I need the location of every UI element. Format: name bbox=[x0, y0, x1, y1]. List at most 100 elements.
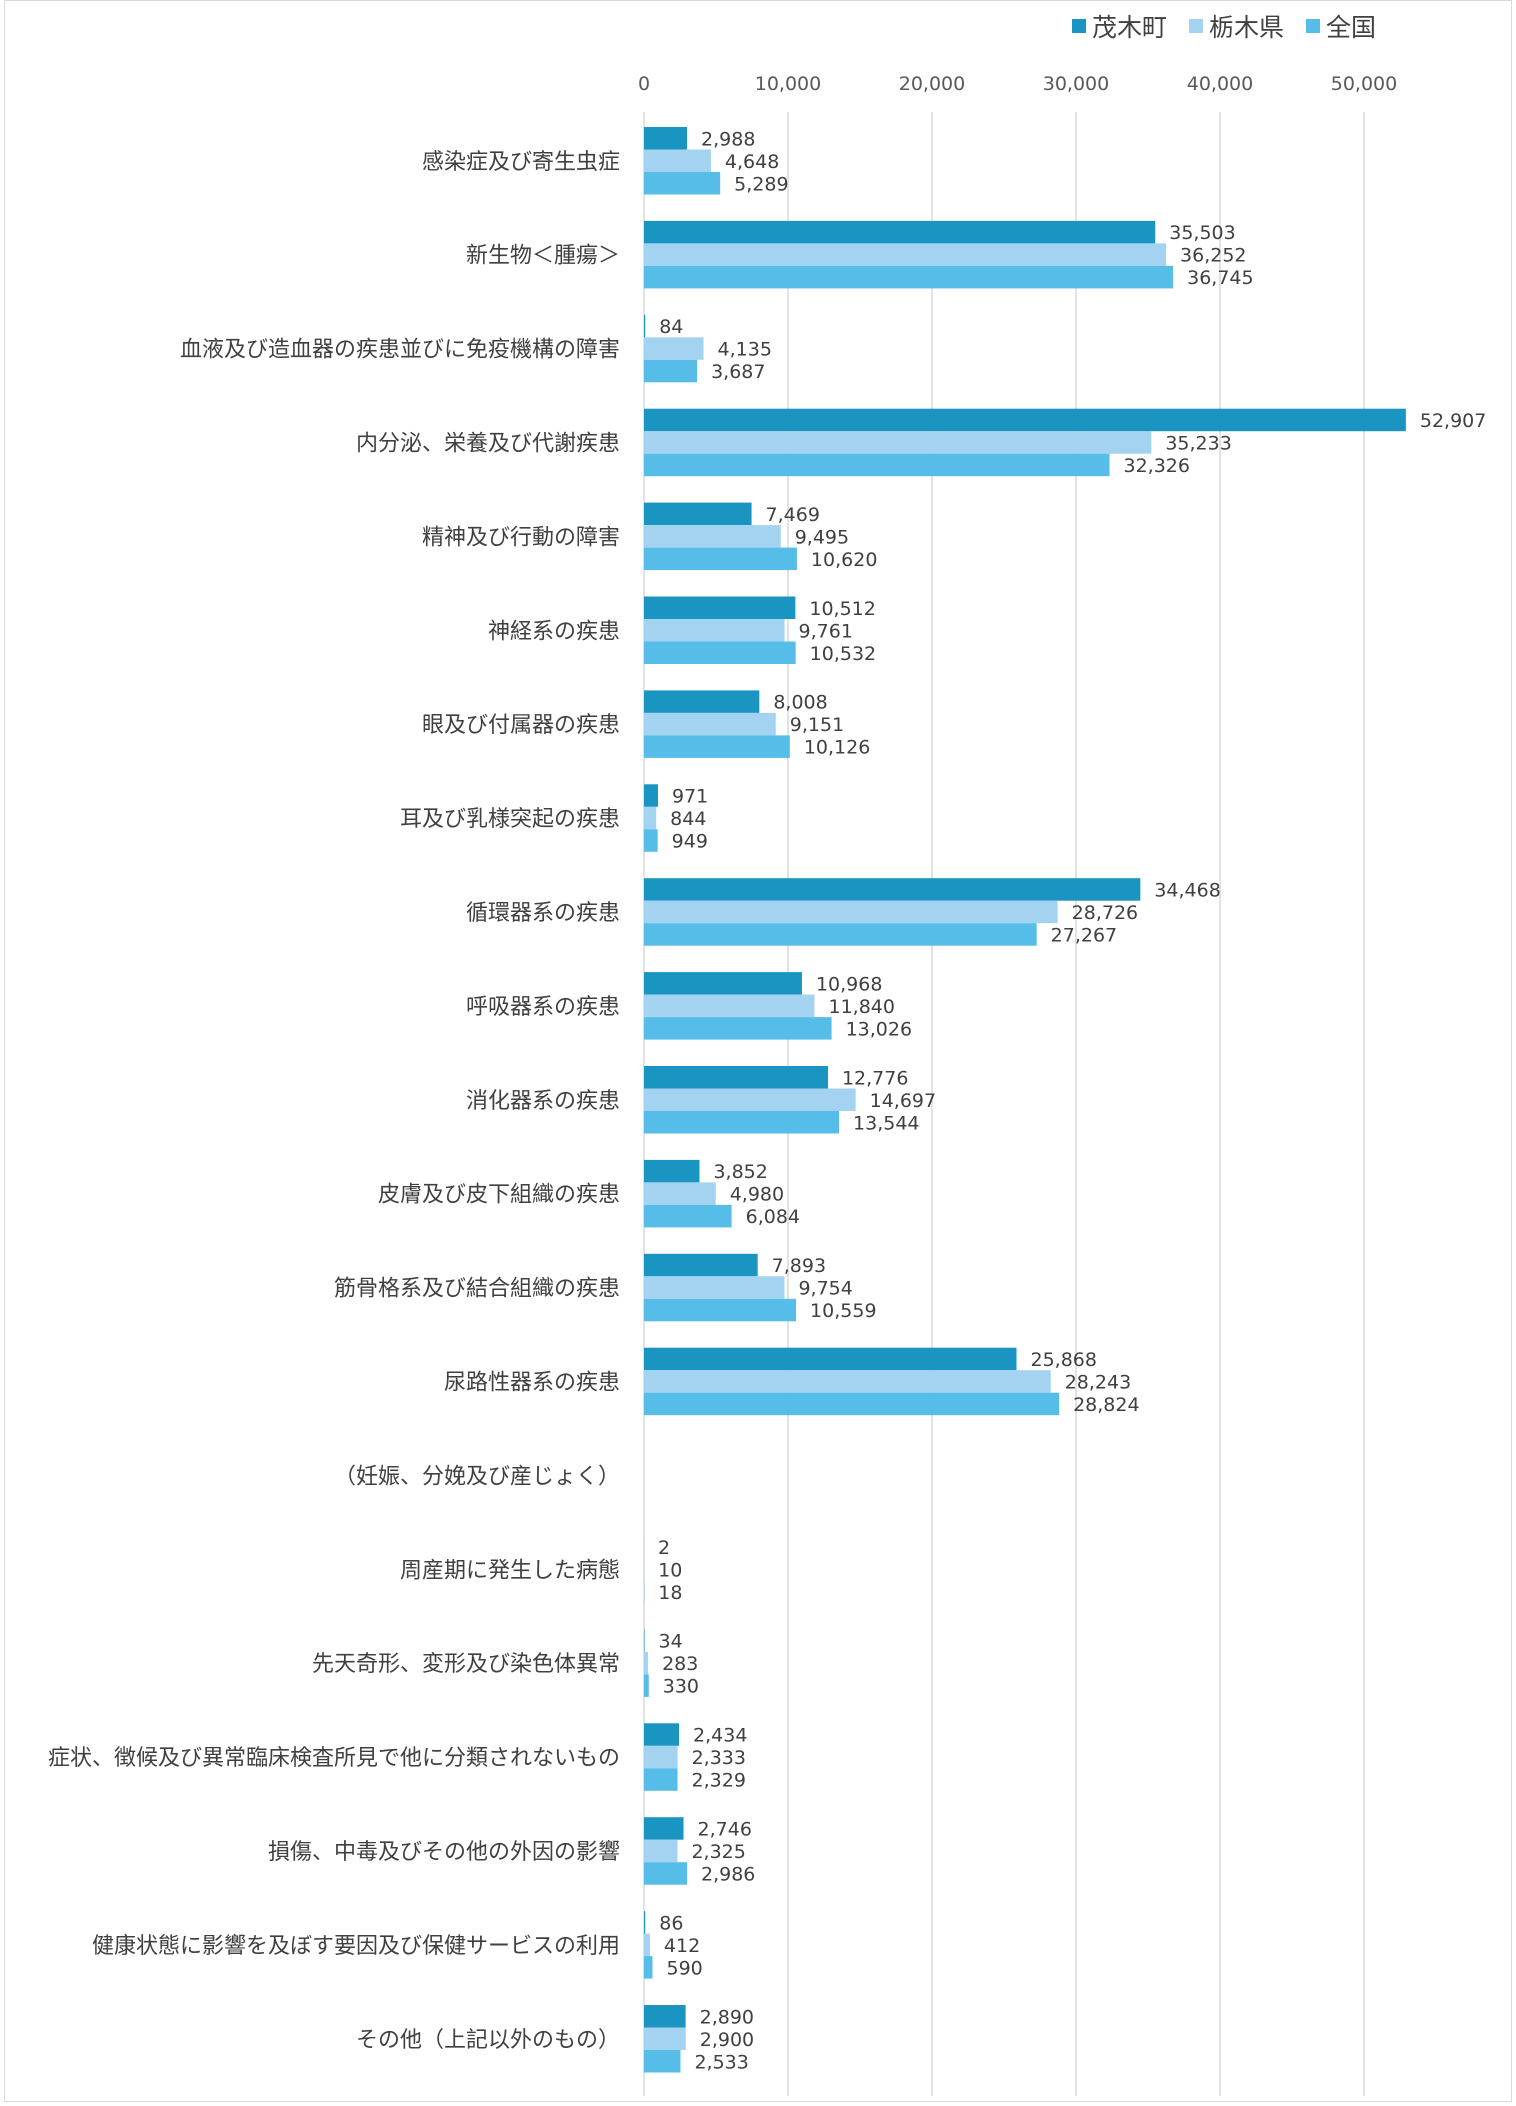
bar-2-0 bbox=[644, 172, 721, 195]
category-label-11: 皮膚及び皮下組織の疾患 bbox=[378, 1183, 620, 1208]
data-label-2-4: 10,620 bbox=[811, 549, 877, 571]
bar-0-19 bbox=[644, 1911, 646, 1934]
legend-swatch-tochigi bbox=[1189, 19, 1204, 33]
data-label-1-7: 844 bbox=[670, 808, 706, 830]
bar-1-3 bbox=[644, 431, 1152, 454]
bar-0-9 bbox=[644, 972, 802, 995]
bar-2-18 bbox=[644, 1862, 687, 1885]
legend-swatch-national bbox=[1306, 19, 1321, 33]
bar-1-0 bbox=[644, 149, 711, 172]
data-label-2-16: 330 bbox=[663, 1676, 699, 1698]
bar-1-5 bbox=[644, 619, 785, 642]
data-label-0-16: 34 bbox=[658, 1631, 682, 1653]
data-label-2-15: 18 bbox=[658, 1582, 682, 1604]
data-label-0-15: 2 bbox=[658, 1537, 670, 1559]
category-label-10: 消化器系の疾患 bbox=[466, 1089, 620, 1114]
bar-0-0 bbox=[644, 127, 688, 150]
category-label-16: 先天奇形、変形及び染色体異常 bbox=[312, 1652, 620, 1677]
data-label-1-15: 10 bbox=[658, 1559, 682, 1581]
legend-label-national: 全国 bbox=[1326, 13, 1377, 42]
bar-2-2 bbox=[644, 359, 698, 383]
bar-1-20 bbox=[644, 2027, 686, 2050]
bar-0-10 bbox=[644, 1066, 828, 1089]
data-label-2-13: 28,824 bbox=[1073, 1394, 1139, 1416]
data-label-1-11: 4,980 bbox=[730, 1184, 784, 1206]
legend-swatch-motegi bbox=[1072, 19, 1086, 33]
category-label-20: その他（上記以外のもの） bbox=[356, 2028, 620, 2053]
bar-0-12 bbox=[644, 1253, 758, 1277]
bar-0-6 bbox=[644, 690, 760, 713]
data-label-0-19: 86 bbox=[659, 1912, 683, 1934]
data-label-0-10: 12,776 bbox=[842, 1067, 908, 1089]
bar-2-6 bbox=[644, 735, 790, 758]
data-label-0-13: 25,868 bbox=[1030, 1349, 1096, 1371]
x-tick-label-4: 40,000 bbox=[1187, 73, 1253, 95]
bar-1-7 bbox=[644, 806, 657, 830]
x-tick-label-1: 10,000 bbox=[755, 73, 821, 95]
data-label-0-11: 3,852 bbox=[713, 1161, 767, 1183]
bar-2-8 bbox=[644, 923, 1037, 946]
bar-0-11 bbox=[644, 1159, 700, 1183]
bar-0-1 bbox=[644, 220, 1156, 244]
data-label-1-2: 4,135 bbox=[718, 339, 772, 361]
data-label-1-10: 14,697 bbox=[870, 1090, 936, 1112]
data-label-2-6: 10,126 bbox=[804, 737, 870, 759]
data-label-0-6: 8,008 bbox=[773, 692, 827, 714]
bar-0-18 bbox=[644, 1817, 684, 1840]
data-label-2-7: 949 bbox=[672, 831, 708, 853]
bar-0-4 bbox=[644, 502, 752, 526]
category-label-6: 眼及び付属器の疾患 bbox=[422, 713, 620, 738]
data-label-2-12: 10,559 bbox=[810, 1300, 876, 1322]
data-label-1-9: 11,840 bbox=[828, 996, 894, 1018]
data-label-1-12: 9,754 bbox=[798, 1278, 852, 1300]
bar-0-17 bbox=[644, 1723, 680, 1746]
bar-0-8 bbox=[644, 878, 1141, 901]
legend-item-motegi: 茂木町 bbox=[1072, 8, 1167, 44]
legend-label-motegi: 茂木町 bbox=[1092, 13, 1168, 42]
data-label-2-18: 2,986 bbox=[701, 1863, 755, 1885]
legend-label-tochigi: 栃木県 bbox=[1209, 13, 1285, 42]
data-label-1-5: 9,761 bbox=[799, 620, 853, 642]
data-label-2-8: 27,267 bbox=[1051, 924, 1117, 946]
data-label-1-17: 2,333 bbox=[692, 1747, 746, 1769]
bar-2-19 bbox=[644, 1956, 653, 1979]
bar-2-7 bbox=[644, 829, 658, 852]
data-label-0-2: 84 bbox=[659, 316, 683, 338]
bar-2-11 bbox=[644, 1204, 732, 1228]
data-label-1-19: 412 bbox=[664, 1935, 700, 1957]
bar-2-17 bbox=[644, 1768, 678, 1791]
bar-2-10 bbox=[644, 1111, 840, 1134]
data-label-2-20: 2,533 bbox=[694, 2051, 748, 2073]
bar-1-18 bbox=[644, 1839, 678, 1863]
data-label-0-7: 971 bbox=[672, 786, 708, 808]
data-label-0-12: 7,893 bbox=[772, 1255, 826, 1277]
data-label-0-0: 2,988 bbox=[701, 128, 755, 150]
category-label-19: 健康状態に影響を及ぼす要因及び保健サービスの利用 bbox=[92, 1934, 620, 1959]
category-label-17: 症状、徴候及び異常臨床検査所見で他に分類されないもの bbox=[48, 1746, 620, 1771]
x-tick-label-3: 30,000 bbox=[1043, 73, 1109, 95]
bar-1-11 bbox=[644, 1182, 716, 1205]
category-label-8: 循環器系の疾患 bbox=[466, 901, 620, 926]
bar-1-6 bbox=[644, 712, 776, 736]
category-label-7: 耳及び乳様突起の疾患 bbox=[400, 807, 620, 832]
data-label-2-10: 13,544 bbox=[853, 1112, 919, 1134]
legend-item-tochigi: 栃木県 bbox=[1189, 8, 1284, 44]
data-label-0-20: 2,890 bbox=[700, 2006, 754, 2028]
x-tick-label-5: 50,000 bbox=[1331, 73, 1397, 95]
data-label-2-0: 5,289 bbox=[734, 173, 788, 195]
legend: 茂木町 栃木県 全国 bbox=[1072, 8, 1376, 44]
data-label-0-1: 35,503 bbox=[1169, 222, 1235, 244]
bar-2-12 bbox=[644, 1298, 797, 1322]
bar-1-19 bbox=[644, 1933, 650, 1957]
data-label-0-5: 10,512 bbox=[809, 598, 875, 620]
category-label-12: 筋骨格系及び結合組織の疾患 bbox=[334, 1277, 620, 1302]
data-label-1-13: 28,243 bbox=[1065, 1371, 1131, 1393]
data-label-1-0: 4,648 bbox=[725, 151, 779, 173]
data-label-2-1: 36,745 bbox=[1187, 267, 1253, 289]
category-label-3: 内分泌、栄養及び代謝疾患 bbox=[356, 431, 620, 456]
bar-1-17 bbox=[644, 1745, 678, 1769]
bar-0-3 bbox=[644, 408, 1406, 432]
data-label-0-3: 52,907 bbox=[1420, 410, 1486, 432]
data-label-0-4: 7,469 bbox=[766, 504, 820, 526]
data-label-1-8: 28,726 bbox=[1072, 902, 1138, 924]
